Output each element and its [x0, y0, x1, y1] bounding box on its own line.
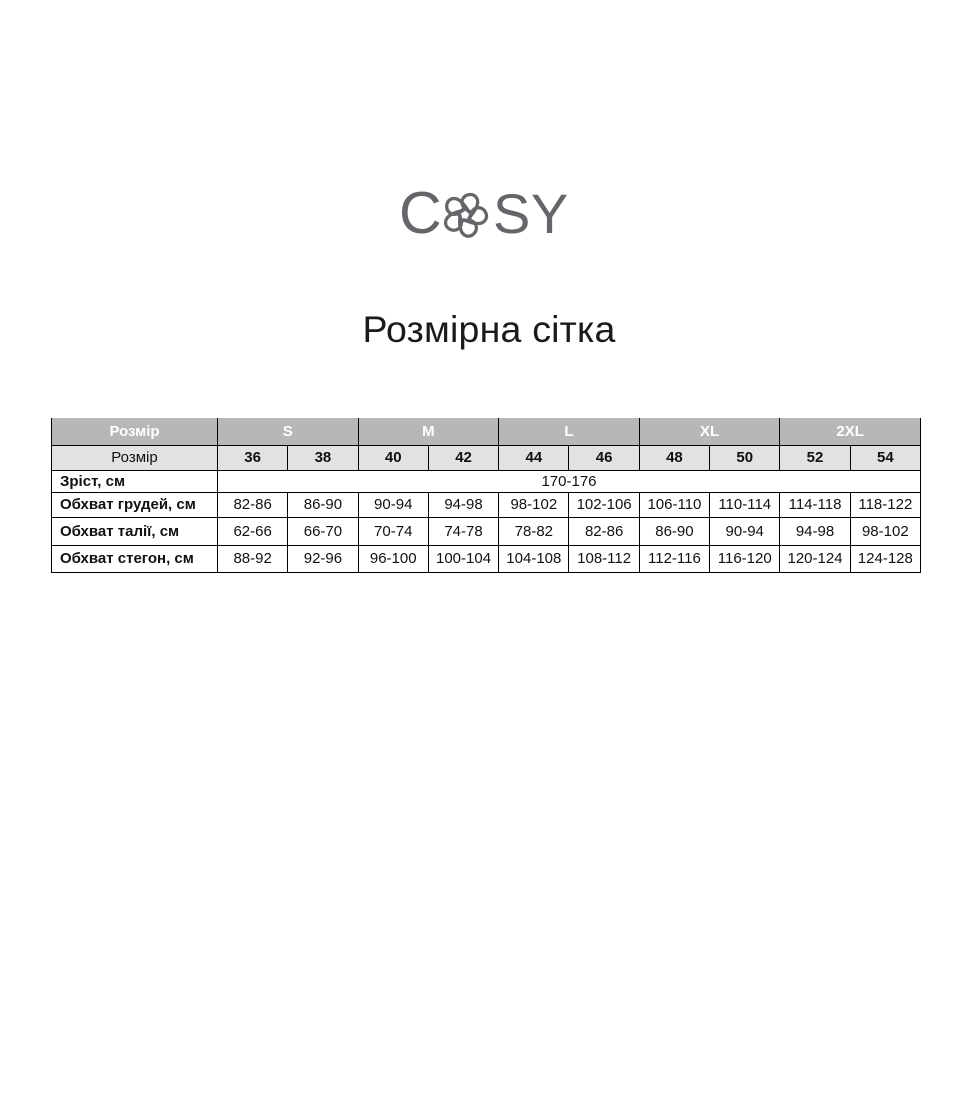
svg-text:C: C [399, 180, 443, 246]
svg-text:SY: SY [493, 182, 569, 245]
